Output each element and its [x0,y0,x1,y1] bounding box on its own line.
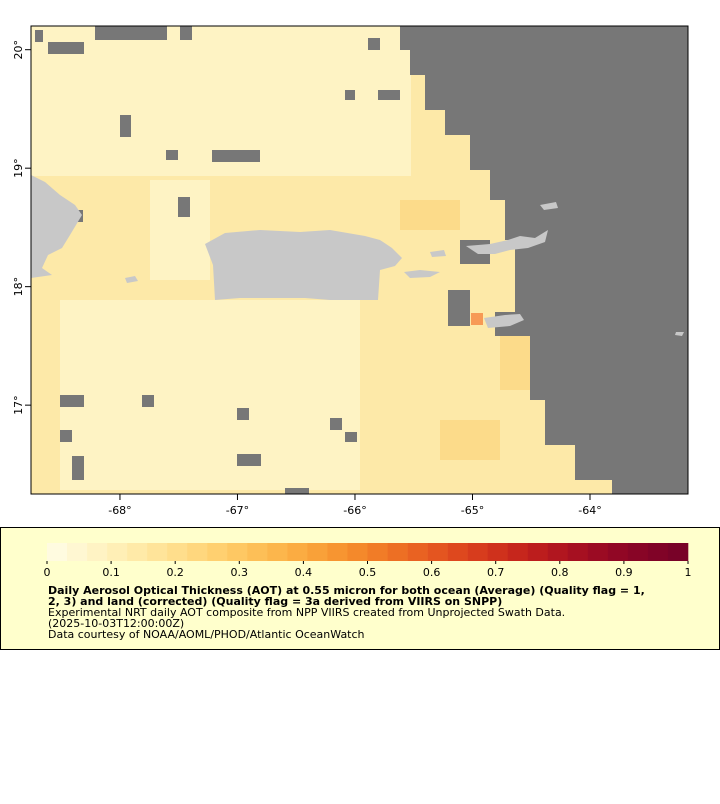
colorbar-swatch [327,543,348,561]
colorbar-tick-label: 0.6 [423,566,441,579]
colorbar-swatch [407,543,428,561]
colorbar-tick-label: 0.4 [295,566,313,579]
y-tick-label: 20° [12,40,25,60]
caption-line: Experimental NRT daily AOT composite fro… [48,606,565,619]
land [31,175,684,336]
x-tick-label: -65° [461,504,484,517]
colorbar-swatch [587,543,609,561]
y-tick-label: 19° [12,158,25,178]
colorbar-swatch [167,543,188,561]
x-tick-label: -68° [108,504,131,517]
colorbar-swatch [487,543,509,561]
colorbar-swatch [147,543,168,561]
colorbar-swatch [607,543,629,561]
caption-line: Data courtesy of NOAA/AOML/PHOD/Atlantic… [48,628,365,641]
colorbar-swatch [467,543,488,561]
y-tick-label: 17° [12,395,25,415]
colorbar-swatch [267,543,288,561]
colorbar-swatch [67,543,88,561]
colorbar-swatch [347,543,368,561]
colorbar-swatch [107,543,128,561]
no-data-cells [35,26,530,494]
colorbar-tick-label: 0 [44,566,51,579]
colorbar-swatch [127,543,148,561]
colorbar-swatch [567,543,589,561]
colorbar-tick-label: 0.1 [102,566,120,579]
colorbar-swatch [207,543,228,561]
caption-line: (2025-10-03T12:00:00Z) [48,617,184,630]
colorbar-swatch [307,543,328,561]
caption-title: Daily Aerosol Optical Thickness (AOT) at… [48,584,645,597]
no-data-region [400,26,688,494]
colorbar-swatch [287,543,308,561]
colorbar-swatch [87,543,108,561]
colorbar-swatch [247,543,268,561]
colorbar-swatch [547,543,569,561]
colorbar-tick-label: 0.9 [615,566,633,579]
colorbar-tick-label: 0.2 [166,566,184,579]
colorbar-swatch [627,543,649,561]
caption-title: 2, 3) and land (corrected) (Quality flag… [48,595,502,608]
colorbar-tick-label: 0.7 [487,566,505,579]
y-tick-label: 18° [12,277,25,297]
colorbar-swatch [427,543,448,561]
colorbar-swatch [227,543,248,561]
map-frame [30,25,689,495]
aot-light-patches [31,26,411,490]
colorbar-swatch [447,543,468,561]
colorbar-tick-label: 1 [685,566,692,579]
aot-high-cell [471,313,483,325]
x-tick-label: -64° [578,504,601,517]
colorbar-tick-label: 0.8 [551,566,569,579]
colorbar-swatch [647,543,669,561]
colorbar-swatch [527,543,549,561]
x-tick-label: -66° [343,504,366,517]
colorbar-swatch [387,543,408,561]
colorbar-swatch [667,543,689,561]
colorbar-tick-label: 0.3 [231,566,249,579]
x-tick-label: -67° [226,504,249,517]
colorbar-swatch [47,543,68,561]
colorbar-swatch [367,543,388,561]
colorbar-swatch [507,543,529,561]
colorbar-swatch [187,543,208,561]
colorbar-tick-label: 0.5 [359,566,377,579]
